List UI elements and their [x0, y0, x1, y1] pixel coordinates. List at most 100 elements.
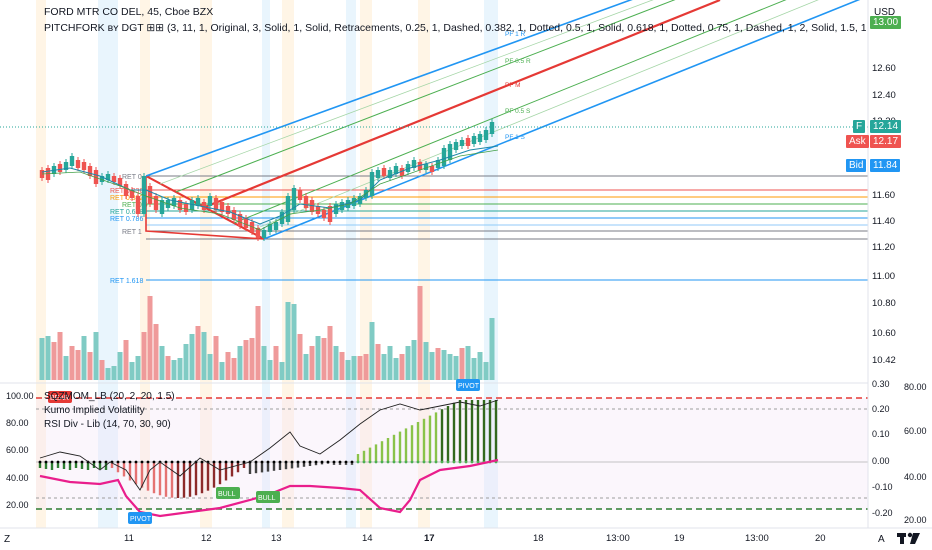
volume-bar — [63, 356, 69, 380]
price-tick: 11.00 — [872, 271, 895, 282]
volume-bar — [249, 338, 255, 380]
candle-body — [381, 168, 387, 176]
squeeze-dot — [122, 460, 126, 464]
candle-body — [489, 122, 495, 134]
session-band — [282, 0, 294, 528]
volume-bar — [51, 342, 57, 380]
squeeze-dot — [230, 460, 234, 464]
squeeze-dot — [416, 460, 420, 464]
ask-price-tag: 12.17 — [870, 135, 902, 148]
squeeze-dot — [224, 460, 228, 464]
volume-bar — [339, 352, 345, 380]
candle-body — [285, 196, 291, 222]
volume-bar — [375, 344, 381, 380]
candle-body — [429, 166, 435, 172]
signal-badge-label: PIVOT — [130, 516, 152, 523]
volume-bar — [135, 356, 141, 380]
volume-bar — [471, 358, 477, 380]
currency-label[interactable]: USD — [874, 7, 896, 18]
top-price-tag: 13.00 — [870, 16, 902, 29]
retracement-label: RET 1 — [122, 229, 142, 236]
candle-body — [207, 196, 213, 206]
volume-bar — [123, 340, 129, 380]
signal-badge — [48, 391, 72, 403]
candle-body — [267, 224, 273, 232]
left-tick: 80.00 — [6, 418, 29, 428]
indicator-pane: BEAR BULL BULL PIVOT PIVOT — [0, 379, 868, 524]
squeeze-dot — [242, 460, 246, 464]
volume-bar — [333, 346, 339, 380]
candle-body — [237, 214, 243, 226]
pitchfork-upper — [145, 0, 633, 177]
pitchfork-lines: PF 1 R PF 0.5 R PF M PF 0.5 S PF 1 S — [0, 0, 868, 240]
volume-bars — [39, 286, 495, 380]
candle-body — [405, 164, 411, 172]
volume-bar — [57, 332, 63, 380]
candle-body — [75, 160, 81, 168]
volume-bar — [393, 358, 399, 380]
squeeze-dot — [392, 460, 396, 464]
candle-body — [201, 202, 207, 210]
symbol-title: FORD MTR CO DEL, 45, Cboe BZX — [44, 6, 214, 18]
candle-body — [87, 166, 93, 176]
squeeze-dot — [200, 460, 204, 464]
volume-bar — [261, 346, 267, 380]
volume-bar — [429, 352, 435, 380]
squeeze-dot — [290, 460, 294, 464]
squeeze-dot — [344, 460, 348, 464]
squeeze-dot — [410, 460, 414, 464]
signal-badge — [456, 379, 480, 391]
squeeze-dot — [98, 460, 102, 464]
mid-tick: 0.00 — [872, 456, 890, 466]
volume-bar — [111, 366, 117, 380]
time-tick: 13:00 — [745, 533, 769, 544]
mid-tick: 0.30 — [872, 379, 890, 389]
volume-bar — [297, 334, 303, 380]
signal-badge-label: BEAR — [50, 395, 69, 402]
ma-line — [41, 149, 499, 231]
squeeze-dot — [458, 460, 462, 464]
signal-badge-label: PIVOT — [458, 383, 480, 390]
fork-label: PF 0.5 S — [505, 108, 531, 115]
session-band — [36, 0, 46, 528]
candle-body — [147, 186, 153, 204]
squeeze-dot — [284, 460, 288, 464]
volume-bar — [183, 344, 189, 380]
volume-bar — [87, 352, 93, 380]
squeeze-dot — [38, 460, 42, 464]
volume-bar — [423, 342, 429, 380]
session-band — [200, 0, 212, 528]
fork-label: PF 1 S — [505, 134, 526, 141]
retracement-label: RET 0.382 — [110, 195, 143, 202]
candle-body — [321, 210, 327, 218]
volume-bar — [405, 346, 411, 380]
squeeze-dot — [44, 460, 48, 464]
volume-bar — [141, 332, 147, 380]
volume-bar — [153, 324, 159, 380]
price-tick: 10.42 — [872, 355, 896, 366]
candle-body — [369, 172, 375, 196]
pitchfork-guide — [159, 0, 654, 185]
price-tick: 10.80 — [872, 298, 896, 309]
squeeze-dot — [296, 460, 300, 464]
time-tick: 11 — [124, 533, 134, 544]
auto-scale-button[interactable]: A — [878, 534, 885, 545]
candle-body — [159, 200, 165, 214]
squeeze-dot — [134, 460, 138, 464]
volume-bar — [309, 346, 315, 380]
volume-bar — [411, 340, 417, 380]
squeeze-dot — [212, 460, 216, 464]
candle-body — [417, 162, 423, 170]
volume-bar — [255, 306, 261, 380]
bid-price-tag: 11.84 — [870, 159, 901, 172]
squeeze-dot — [428, 460, 432, 464]
squeeze-dot — [182, 460, 186, 464]
ask-label: Ask — [846, 135, 869, 148]
zoom-button[interactable]: Z — [4, 534, 11, 545]
volume-bar — [351, 356, 357, 380]
candle-body — [441, 148, 447, 166]
volume-bar — [105, 368, 111, 380]
rsi-legend: RSI Div - Lib (14, 70, 30, 90) — [44, 419, 171, 430]
squeeze-dot — [386, 460, 390, 464]
